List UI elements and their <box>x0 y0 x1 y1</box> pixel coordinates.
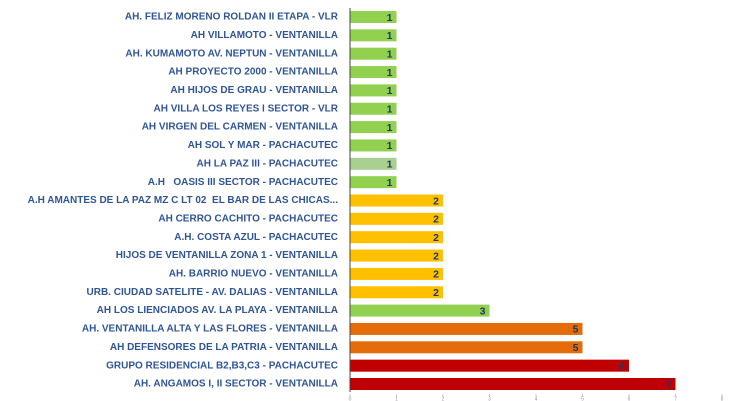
bar <box>350 341 583 354</box>
bar <box>350 359 629 372</box>
bar <box>350 231 443 244</box>
data-label: 1 <box>387 48 393 60</box>
y-tick-label: AH VIRGEN DEL CARMEN - VENTANILLA <box>142 122 338 133</box>
bar <box>350 139 397 152</box>
data-label: 1 <box>387 122 393 134</box>
data-label: 1 <box>387 12 393 24</box>
data-label: 1 <box>387 67 393 79</box>
data-label: 2 <box>433 287 439 299</box>
data-label: 1 <box>387 30 393 42</box>
data-label: 7 <box>666 379 672 391</box>
y-tick-label: HIJOS DE VENTANILLA ZONA 1 - VENTANILLA <box>116 250 338 261</box>
y-tick-label: GRUPO RESIDENCIAL B2,B3,C3 - PACHACUTEC <box>106 360 338 371</box>
y-tick-label: AH VILLAMOTO - VENTANILLA <box>191 30 338 41</box>
y-tick-label: AH SOL Y MAR - PACHACUTEC <box>188 140 338 151</box>
bar <box>350 47 397 60</box>
bar <box>350 249 443 262</box>
bar <box>350 29 397 42</box>
data-label: 1 <box>387 104 393 116</box>
y-tick-label: AH HIJOS DE GRAU - VENTANILLA <box>170 85 338 96</box>
data-label: 1 <box>387 140 393 152</box>
x-tick-label: 8 <box>721 396 724 401</box>
data-label: 2 <box>433 269 439 281</box>
y-tick-label: A.H. COSTA AZUL - PACHACUTEC <box>174 232 338 243</box>
data-label: 3 <box>480 305 486 317</box>
data-label: 6 <box>619 360 625 372</box>
y-tick-label: AH. FELIZ MORENO ROLDAN II ETAPA - VLR <box>125 12 339 23</box>
bar <box>350 267 443 280</box>
y-tick-label: AH. VENTANILLA ALTA Y LAS FLORES - VENTA… <box>82 324 338 335</box>
x-tick-label: 2 <box>442 396 445 401</box>
x-tick-label: 5 <box>581 396 584 401</box>
y-tick-label: AH. BARRIO NUEVO - VENTANILLA <box>169 269 338 280</box>
data-label: 2 <box>433 232 439 244</box>
data-label: 1 <box>387 85 393 97</box>
bar <box>350 378 676 390</box>
bar <box>350 304 490 317</box>
bar <box>350 84 397 97</box>
bar <box>350 102 397 115</box>
data-label: 1 <box>387 177 393 189</box>
y-tick-label: AH LA PAZ III - PACHACUTEC <box>197 158 338 169</box>
bar <box>350 121 397 134</box>
data-label: 2 <box>433 214 439 226</box>
y-tick-label: AH LOS LIENCIADOS AV. LA PLAYA - VENTANI… <box>97 305 338 316</box>
y-tick-label: AH CERRO CACHITO - PACHACUTEC <box>158 213 338 224</box>
bar <box>350 176 397 189</box>
y-tick-label: AH PROYECTO 2000 - VENTANILLA <box>168 67 338 78</box>
bar <box>350 286 443 299</box>
bar <box>350 212 443 225</box>
bar <box>350 194 443 207</box>
y-tick-label: URB. CIUDAD SATELITE - AV. DALIAS - VENT… <box>87 287 338 298</box>
x-tick-label: 3 <box>488 396 491 401</box>
bar <box>350 322 583 335</box>
x-tick-label: 1 <box>395 396 398 401</box>
y-tick-label: AH. KUMAMOTO AV. NEPTUN - VENTANILLA <box>125 48 338 59</box>
x-tick-label: 0 <box>349 396 352 401</box>
data-label: 2 <box>433 250 439 262</box>
x-tick-label: 4 <box>535 396 538 401</box>
y-tick-label: AH DEFENSORES DE LA PATRIA - VENTANILLA <box>110 342 338 353</box>
data-label: 5 <box>573 342 579 354</box>
y-tick-label: AH. ANGAMOS I, II SECTOR - VENTANILLA <box>134 379 338 390</box>
x-tick-label: 7 <box>674 396 677 401</box>
x-tick-label: 6 <box>628 396 631 401</box>
bar <box>350 157 397 170</box>
y-tick-label: AH VILLA LOS REYES I SECTOR - VLR <box>154 103 339 114</box>
data-label: 2 <box>433 195 439 207</box>
data-label: 1 <box>387 159 393 171</box>
data-label: 5 <box>573 324 579 336</box>
bar <box>350 66 397 79</box>
y-tick-label: A.H AMANTES DE LA PAZ MZ C LT 02 EL BAR … <box>28 195 339 206</box>
y-tick-label: A.H OASIS III SECTOR - PACHACUTEC <box>148 177 338 188</box>
bar <box>350 11 397 23</box>
